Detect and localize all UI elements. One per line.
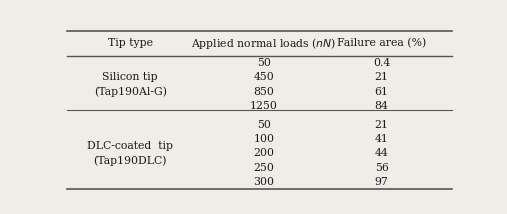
Text: Applied normal loads ($nN$): Applied normal loads ($nN$) [191, 36, 337, 51]
Text: 44: 44 [375, 149, 388, 158]
Text: 200: 200 [254, 149, 274, 158]
Text: 21: 21 [375, 72, 389, 82]
Text: Silicon tip
(Tap190Al-G): Silicon tip (Tap190Al-G) [94, 72, 167, 97]
Text: 50: 50 [257, 58, 271, 68]
Text: 300: 300 [254, 177, 274, 187]
Text: 850: 850 [254, 86, 274, 97]
Text: 0.4: 0.4 [373, 58, 390, 68]
Text: 21: 21 [375, 120, 389, 130]
Text: 56: 56 [375, 163, 388, 172]
Text: 61: 61 [375, 86, 389, 97]
Text: 1250: 1250 [250, 101, 278, 111]
Text: 450: 450 [254, 72, 274, 82]
Text: DLC-coated  tip
(Tap190DLC): DLC-coated tip (Tap190DLC) [87, 141, 173, 166]
Text: 84: 84 [375, 101, 388, 111]
Text: Tip type: Tip type [107, 38, 153, 48]
Text: 97: 97 [375, 177, 388, 187]
Text: 250: 250 [254, 163, 274, 172]
Text: 41: 41 [375, 134, 388, 144]
Text: 100: 100 [254, 134, 274, 144]
Text: Failure area (%): Failure area (%) [337, 38, 426, 49]
Text: 50: 50 [257, 120, 271, 130]
